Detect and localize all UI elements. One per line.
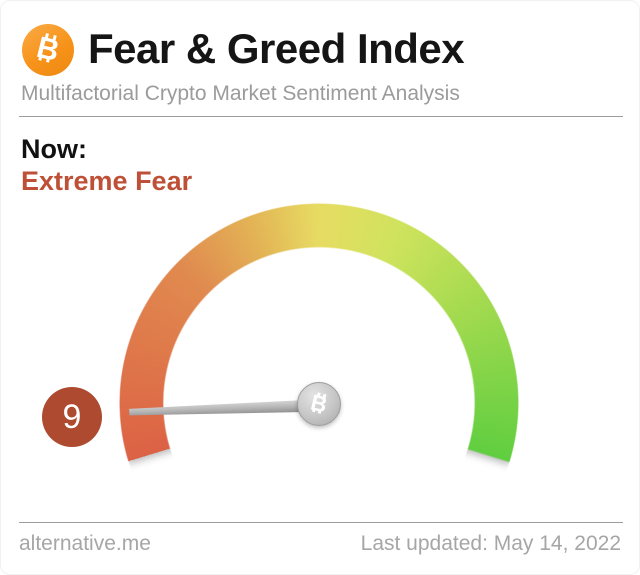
now-label: Now: (21, 134, 87, 164)
sentiment-classification: Extreme Fear (21, 166, 193, 196)
page-title: Fear & Greed Index (88, 25, 465, 72)
value-badge: 9 (42, 387, 102, 447)
subtitle: Multifactorial Crypto Market Sentiment A… (21, 82, 460, 105)
header-divider (19, 116, 623, 117)
source-link[interactable]: alternative.me (19, 532, 151, 555)
bitcoin-icon: B (308, 389, 330, 418)
gauge-hub: B (297, 382, 341, 426)
last-updated: Last updated: May 14, 2022 (360, 532, 621, 555)
gauge-value: 9 (62, 397, 82, 436)
bitcoin-icon: B (22, 24, 74, 76)
footer-divider (19, 522, 623, 523)
